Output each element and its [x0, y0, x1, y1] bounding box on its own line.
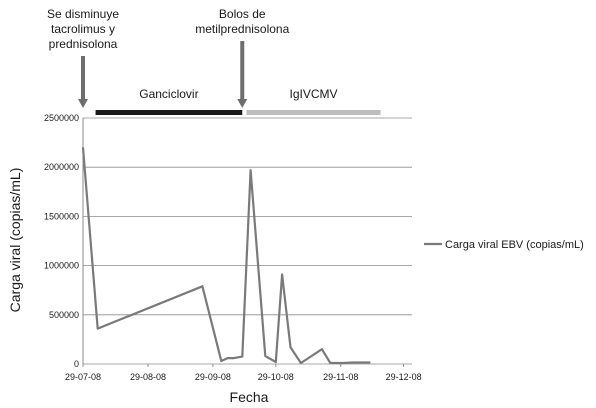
data-point: [250, 169, 252, 171]
legend: Carga viral EBV (copias/mL): [424, 239, 584, 251]
annotation-line: Bolos de: [219, 7, 266, 21]
x-tick-label: 29-08-08: [130, 372, 166, 382]
y-tick-label: 0: [74, 359, 79, 369]
data-point: [352, 361, 354, 364]
y-axis-title: Carga viral (copias/mL): [7, 168, 23, 313]
x-axis-title: Fecha: [230, 389, 269, 405]
data-point: [233, 357, 235, 359]
data-point: [369, 361, 371, 364]
x-tick-label: 29-12-08: [386, 372, 422, 382]
data-point: [264, 355, 266, 357]
data-point: [275, 361, 277, 363]
treatment-bar: [246, 110, 381, 115]
y-tick-label: 2000000: [44, 162, 79, 172]
annotation-line: metilprednisolona: [195, 22, 289, 36]
data-point: [226, 357, 229, 359]
x-tick-labels: 29-07-08 29-08-08 29-09-08 29-10-08 29-11-08…: [65, 372, 422, 382]
annotation-line: Se disminuye: [47, 7, 119, 21]
data-point: [342, 362, 344, 364]
x-tick-label: 29-07-08: [65, 372, 101, 382]
series-line: [81, 147, 371, 365]
data-point: [321, 348, 323, 350]
data-point: [220, 360, 222, 362]
y-tick-label: 1500000: [44, 211, 79, 221]
data-point: [97, 327, 99, 330]
treatment-bars: Ganciclovir IgIVCMV: [95, 87, 381, 115]
x-tick-label: 29-09-08: [195, 372, 231, 382]
y-tick-label: 1000000: [44, 261, 79, 271]
y-tick-label: 500000: [49, 310, 79, 320]
treatment-label: Ganciclovir: [139, 87, 198, 101]
annotation-line: tacrolimus y: [51, 22, 115, 36]
data-point: [289, 346, 292, 348]
data-point: [241, 356, 243, 358]
gridlines: [83, 117, 412, 365]
data-point: [201, 285, 204, 287]
annotation-arrow-head: [237, 99, 248, 108]
data-point: [329, 362, 331, 364]
y-tick-labels: 0 500000 1000000 1500000 2000000 2500000: [44, 113, 79, 369]
data-point: [300, 362, 302, 364]
annotation-line: prednisolona: [49, 37, 118, 51]
y-tick-label: 2500000: [44, 113, 79, 123]
series-layer: [81, 146, 371, 365]
treatment-label: IgIVCMV: [290, 87, 338, 101]
treatment-bar: [95, 110, 243, 115]
annotation-arrow-head: [78, 99, 88, 108]
data-point: [82, 146, 84, 149]
data-point: [281, 273, 283, 276]
legend-label: Carga viral EBV (copias/mL): [445, 239, 584, 251]
x-tick-label: 29-10-08: [258, 372, 294, 382]
x-tick-label: 29-11-08: [323, 372, 358, 382]
